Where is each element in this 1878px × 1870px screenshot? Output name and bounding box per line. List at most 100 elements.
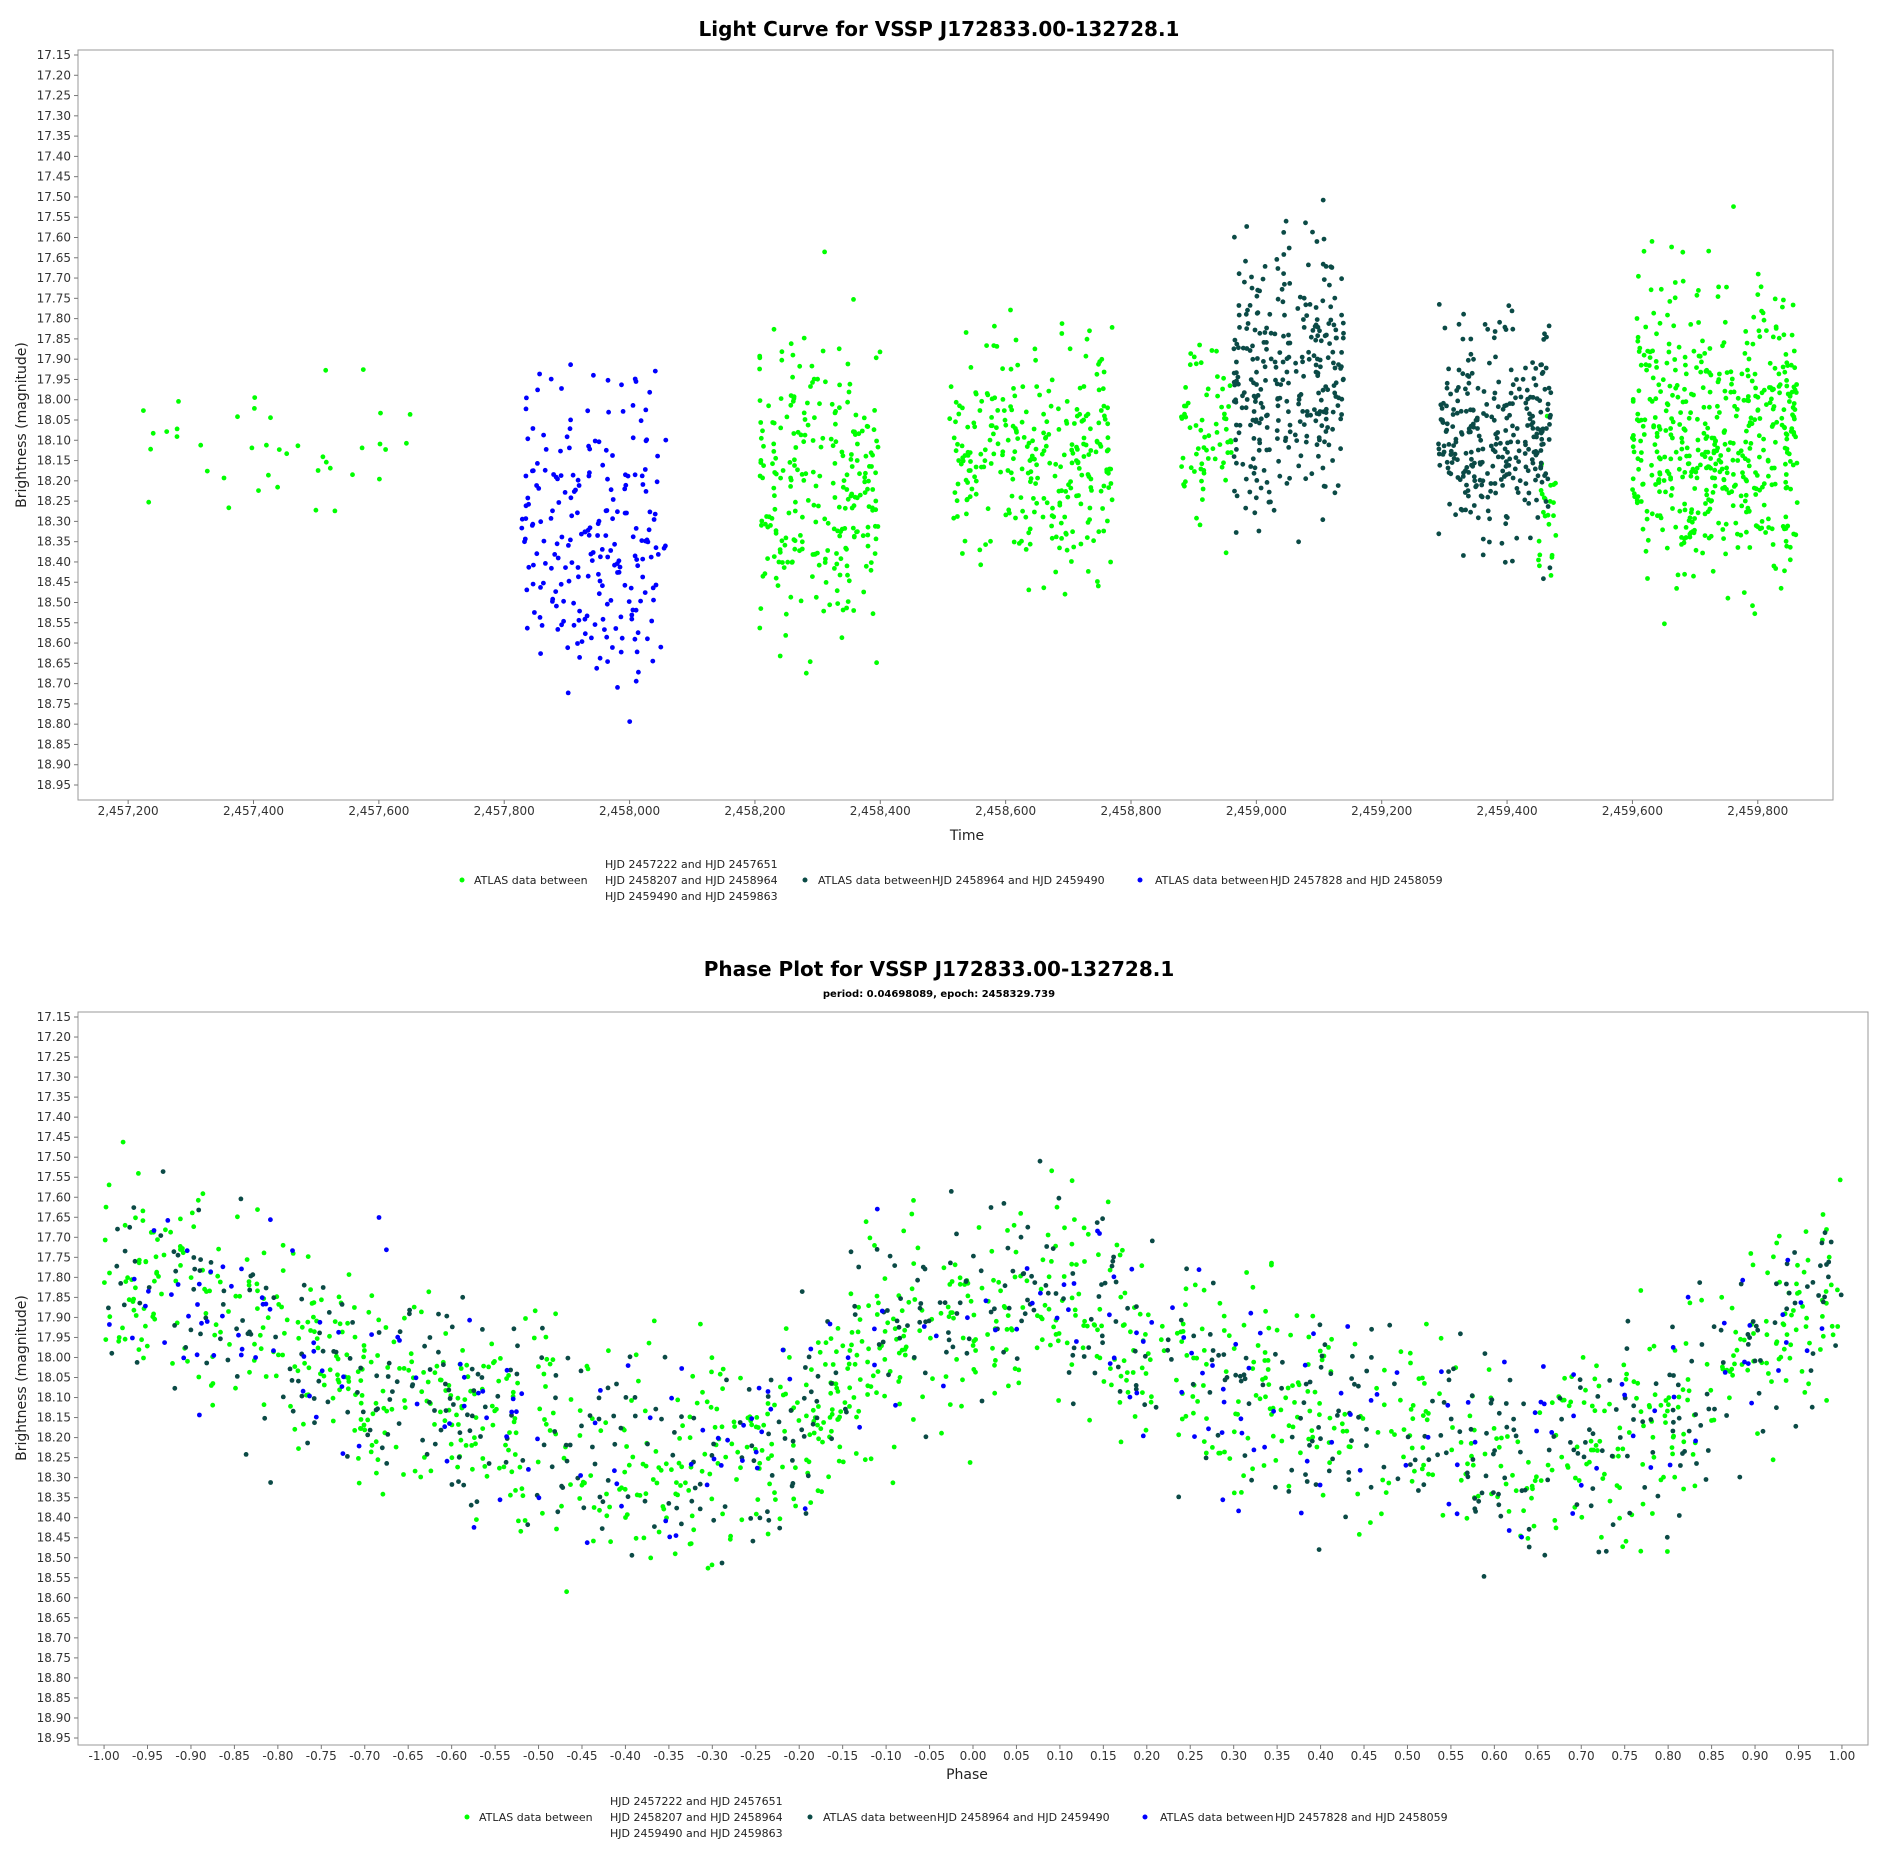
data-point — [1465, 1461, 1470, 1467]
data-point — [1199, 1326, 1205, 1332]
data-point — [1310, 1434, 1316, 1440]
x-tick-label: 0.05 — [1003, 1749, 1030, 1763]
data-point — [862, 1457, 868, 1463]
data-point — [1192, 1434, 1197, 1439]
data-point — [946, 1337, 952, 1343]
data-point — [535, 1436, 540, 1442]
data-point — [1233, 437, 1238, 443]
data-point — [1537, 552, 1543, 558]
data-point — [1095, 1327, 1100, 1333]
data-point — [1310, 229, 1315, 235]
data-point — [425, 1379, 431, 1385]
data-point — [1731, 472, 1736, 477]
data-point — [788, 393, 794, 398]
data-point — [687, 1414, 693, 1420]
data-point — [1663, 408, 1669, 414]
data-point — [1165, 1347, 1171, 1353]
data-point — [552, 1429, 558, 1434]
data-point — [144, 1343, 150, 1349]
data-point — [1822, 1230, 1828, 1236]
data-point — [360, 1409, 366, 1415]
data-point — [1640, 481, 1646, 487]
data-point — [438, 1409, 443, 1415]
data-point — [1476, 433, 1482, 439]
data-point — [1338, 366, 1343, 371]
data-point — [118, 1281, 124, 1286]
data-point — [1043, 435, 1048, 441]
data-point — [951, 1315, 956, 1321]
data-point — [333, 1349, 339, 1355]
data-point — [519, 525, 525, 531]
data-point — [1398, 1397, 1403, 1403]
data-point — [268, 1217, 273, 1223]
data-point — [480, 1426, 486, 1431]
data-point — [1339, 1421, 1345, 1427]
data-point — [1286, 1489, 1292, 1494]
data-point — [1094, 1353, 1100, 1359]
data-point — [1835, 1324, 1841, 1329]
data-point — [1482, 1351, 1488, 1356]
data-point — [1665, 312, 1670, 318]
data-point — [761, 443, 766, 449]
data-point — [1264, 425, 1270, 430]
data-point — [1782, 425, 1787, 431]
data-point — [1047, 460, 1053, 466]
data-point — [1304, 1479, 1310, 1484]
data-point — [793, 1503, 798, 1509]
data-point — [1638, 499, 1644, 504]
data-point — [654, 479, 660, 485]
y-tick-label: 17.55 — [37, 1170, 71, 1184]
data-point — [633, 1352, 639, 1358]
data-point — [1277, 350, 1283, 355]
data-point — [1109, 1263, 1115, 1269]
data-point — [1679, 535, 1684, 540]
data-point — [1763, 1318, 1769, 1324]
data-point — [1117, 1400, 1123, 1405]
data-point — [1620, 1544, 1626, 1550]
data-point — [833, 439, 839, 445]
data-point — [700, 1427, 706, 1433]
data-point — [564, 434, 570, 440]
data-point — [633, 526, 639, 531]
data-point — [280, 1242, 286, 1248]
data-point — [1456, 367, 1462, 373]
data-point — [352, 1334, 358, 1340]
data-point — [196, 1374, 202, 1380]
data-point — [765, 1411, 770, 1417]
data-point — [1142, 1353, 1148, 1359]
data-point — [1416, 1488, 1421, 1493]
data-point — [778, 425, 784, 431]
data-point — [720, 1386, 725, 1392]
data-point — [1321, 236, 1327, 242]
data-point — [1668, 456, 1674, 462]
data-point — [553, 1373, 559, 1378]
data-point — [1379, 1511, 1384, 1517]
data-point — [634, 557, 640, 562]
data-point — [1732, 403, 1737, 409]
data-point — [432, 1441, 438, 1447]
data-point — [503, 1442, 508, 1448]
data-point — [948, 1189, 954, 1194]
data-point — [1493, 431, 1499, 437]
data-point — [458, 1437, 464, 1443]
data-point — [1573, 1475, 1578, 1481]
data-point — [1338, 1390, 1344, 1396]
data-point — [1494, 1436, 1499, 1441]
data-point — [1625, 1453, 1630, 1459]
data-point — [1068, 485, 1074, 491]
data-point — [617, 564, 623, 570]
data-point — [1226, 404, 1231, 409]
data-point — [507, 1430, 512, 1435]
data-point — [911, 1417, 916, 1422]
data-point — [1502, 1475, 1508, 1481]
data-point — [1496, 1444, 1502, 1450]
data-point — [1298, 453, 1304, 459]
data-point — [1502, 446, 1508, 452]
data-point — [543, 561, 548, 566]
data-point — [252, 406, 257, 411]
data-point — [972, 474, 977, 480]
data-point — [1204, 1416, 1209, 1421]
data-point — [191, 1224, 197, 1230]
data-point — [1258, 387, 1264, 392]
data-point — [589, 635, 594, 641]
